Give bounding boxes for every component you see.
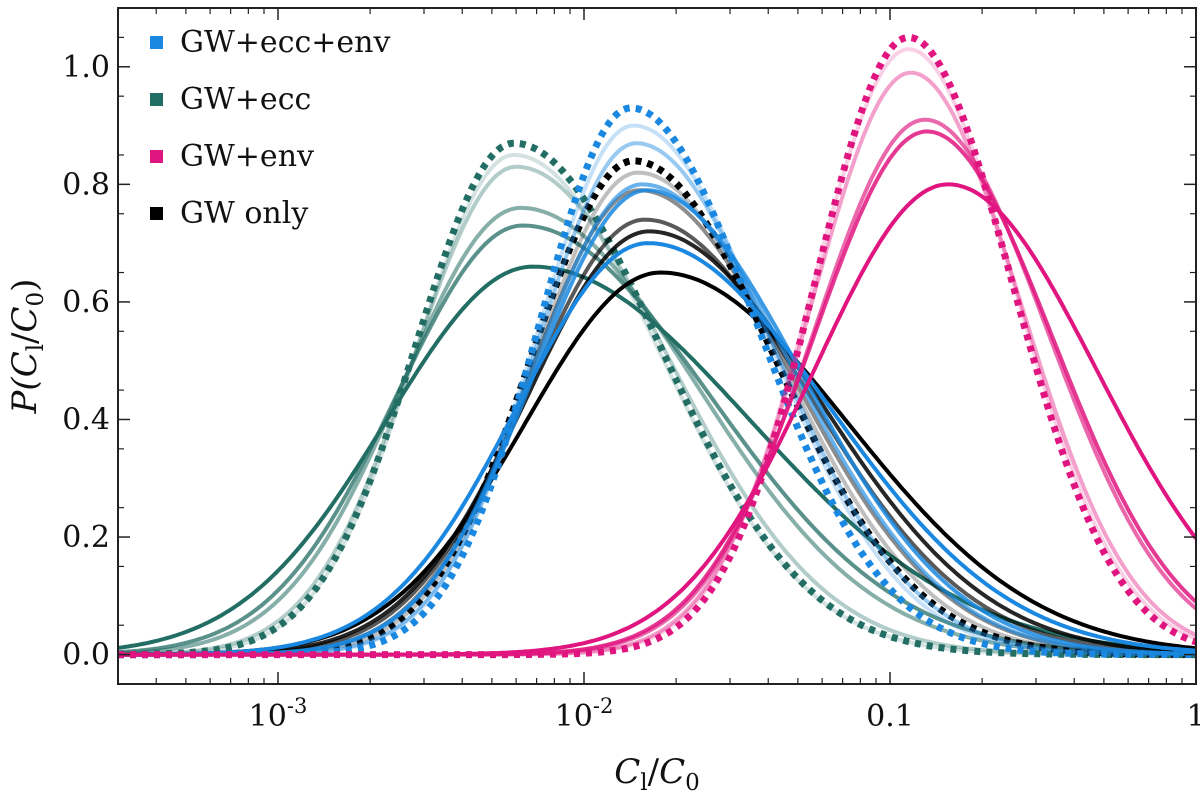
y-tick-label: 0.4 <box>62 402 110 437</box>
x-tick-label: 10-3 <box>249 694 308 734</box>
y-tick-label: 0.0 <box>62 638 110 673</box>
series-gw-ecc-env-curve-4 <box>118 188 1196 657</box>
y-tick-label: 1.0 <box>62 50 110 85</box>
legend-swatch <box>150 150 163 163</box>
y-tick-label: 0.6 <box>62 285 110 320</box>
y-axis-title: P(Cl/C0) <box>5 279 49 415</box>
series-gw-ecc-curve-0-dotted <box>118 139 1196 659</box>
series-gw-ecc-curve-1 <box>118 153 1196 657</box>
plot-frame <box>117 7 1197 685</box>
series-gw-only-curve-4 <box>118 229 1196 657</box>
legend-swatch <box>150 36 163 49</box>
y-tick-label: 0.2 <box>62 520 110 555</box>
series-gw-ecc-env-curve-0-dotted <box>118 104 1196 659</box>
x-tick-label: 1 <box>1186 699 1200 734</box>
y-tick-label: 0.8 <box>62 167 110 202</box>
legend-label: GW only <box>180 196 308 231</box>
series-gw-env-curve-5 <box>118 182 1196 657</box>
legend-label: GW+ecc <box>180 82 311 117</box>
legend: GW+ecc+env GW+ecc GW+env GW only <box>150 25 391 231</box>
series-gw-env-curve-0-dotted <box>118 33 1196 659</box>
x-tick-label: 0.1 <box>866 699 914 734</box>
ticks-layer: 0.0 0.2 0.4 0.6 0.8 1.0 10-3 10-2 0.1 1 <box>62 8 1200 734</box>
series-gw-only-curve-0-dotted <box>118 157 1196 659</box>
series-gw-ecc-curve-2 <box>118 164 1196 657</box>
series-gw-ecc-env-curve-5 <box>118 241 1196 657</box>
legend-label: GW+ecc+env <box>180 25 391 60</box>
x-tick-label: 10-2 <box>555 694 614 734</box>
x-axis-title: Cl/C0 <box>614 752 700 796</box>
legend-label: GW+env <box>180 139 314 174</box>
legend-swatch <box>150 207 163 220</box>
legend-swatch <box>150 93 163 106</box>
curves-layer <box>118 33 1196 659</box>
